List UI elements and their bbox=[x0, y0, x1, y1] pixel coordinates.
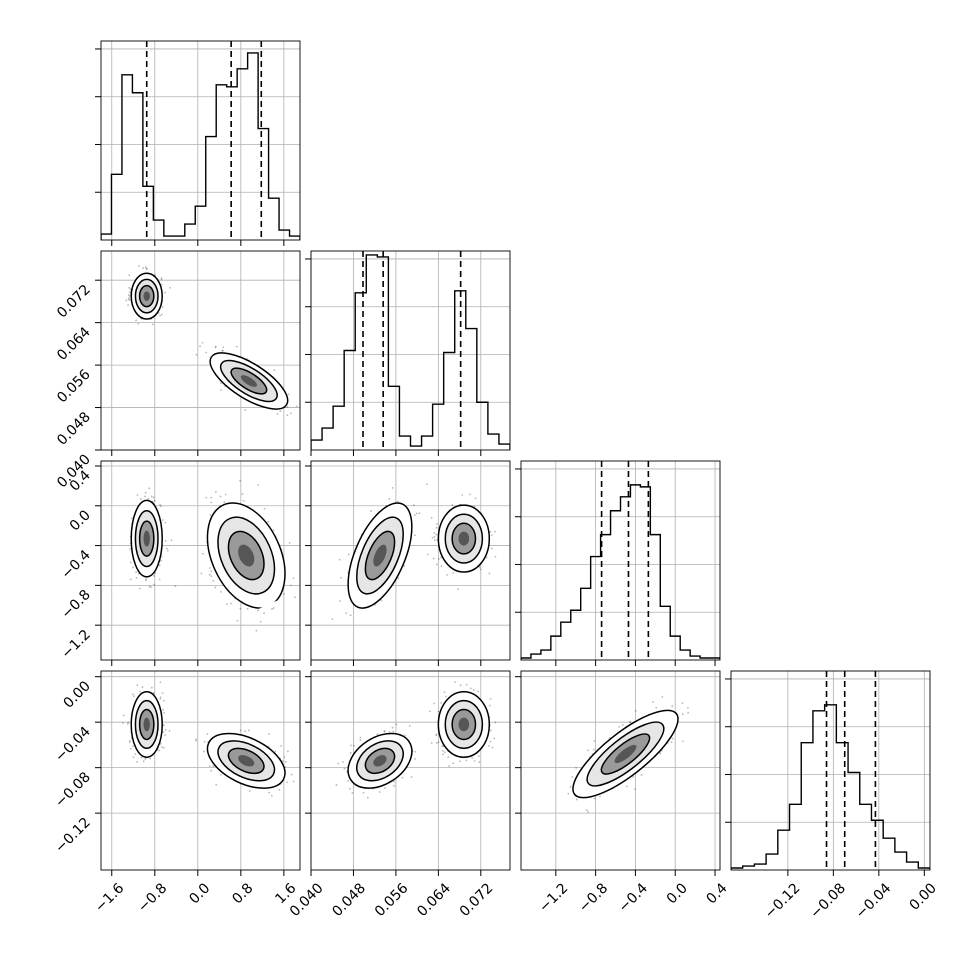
panel-frame-1-0 bbox=[100, 250, 301, 451]
panel-frame-3-3 bbox=[730, 670, 931, 871]
y-tick-label-1-3: 0.064 bbox=[54, 324, 94, 364]
y-tick-label-2-0: −1.2 bbox=[58, 627, 93, 662]
y-tick-label-3-1: −0.08 bbox=[52, 769, 94, 811]
y-tick-label-1-4: 0.072 bbox=[54, 282, 94, 322]
x-tick-label-3-1: −0.08 bbox=[807, 880, 849, 922]
panel-frame-2-0 bbox=[100, 460, 301, 661]
panel-3-3 bbox=[725, 670, 931, 876]
x-tick-label-2-3: 0.0 bbox=[664, 880, 691, 907]
y-tick-label-2-3: 0.0 bbox=[67, 507, 94, 534]
histogram-1 bbox=[311, 254, 510, 450]
x-tick-label-0-3: 0.8 bbox=[229, 880, 256, 907]
y-tick-label-1-1: 0.048 bbox=[54, 409, 94, 449]
histogram-3 bbox=[731, 704, 930, 870]
panel-frame-1-1 bbox=[310, 250, 511, 451]
panel-frame-2-1 bbox=[310, 460, 511, 661]
panel-3-1 bbox=[305, 670, 511, 876]
x-tick-label-3-3: 0.00 bbox=[907, 880, 940, 913]
x-tick-label-2-4: 0.4 bbox=[704, 880, 731, 907]
contour-2-0-0-3 bbox=[143, 530, 150, 547]
x-tick-label-2-2: −0.4 bbox=[616, 880, 651, 915]
y-tick-label-2-2: −0.4 bbox=[58, 547, 93, 582]
panel-frame-0-0 bbox=[100, 40, 301, 241]
panel-3-2 bbox=[515, 670, 721, 876]
contour-3-1-1-3 bbox=[458, 717, 470, 732]
panel-0-0 bbox=[95, 40, 301, 246]
y-tick-label-2-1: −0.8 bbox=[58, 587, 93, 622]
x-tick-label-3-2: −0.04 bbox=[853, 880, 895, 922]
histogram-0 bbox=[101, 52, 300, 240]
panel-3-0 bbox=[95, 670, 301, 876]
x-tick-label-1-2: 0.056 bbox=[372, 880, 412, 920]
x-tick-label-2-0: −1.2 bbox=[536, 880, 571, 915]
y-tick-label-1-2: 0.056 bbox=[54, 367, 94, 407]
x-tick-label-3-0: −0.12 bbox=[762, 880, 804, 922]
contour-3-0-0-3 bbox=[143, 717, 150, 732]
panel-frame-3-0 bbox=[100, 670, 301, 871]
panel-1-1 bbox=[305, 250, 511, 456]
y-tick-label-3-2: −0.04 bbox=[52, 724, 94, 766]
panel-2-1 bbox=[305, 460, 511, 666]
x-tick-label-2-1: −0.8 bbox=[576, 880, 611, 915]
contour-3-1-0-3 bbox=[373, 755, 387, 767]
y-tick-label-3-3: 0.00 bbox=[60, 678, 93, 711]
contour-3-2-0-3 bbox=[614, 744, 637, 764]
panel-2-2 bbox=[515, 460, 721, 666]
panel-frame-3-1 bbox=[310, 670, 511, 871]
x-tick-label-1-4: 0.072 bbox=[457, 880, 497, 920]
x-tick-label-1-1: 0.048 bbox=[329, 880, 369, 920]
x-tick-label-0-1: −0.8 bbox=[135, 880, 170, 915]
contour-1-0-0-3 bbox=[143, 291, 150, 301]
panel-frame-3-2 bbox=[520, 670, 721, 871]
contour-1-0-1-3 bbox=[240, 375, 257, 387]
contour-2-0-1-3 bbox=[238, 544, 255, 567]
x-tick-label-0-2: 0.0 bbox=[186, 880, 213, 907]
x-tick-label-1-3: 0.064 bbox=[414, 880, 454, 920]
x-tick-label-0-0: −1.6 bbox=[92, 880, 127, 915]
contour-2-1-0-3 bbox=[373, 544, 387, 567]
panel-1-0 bbox=[95, 250, 301, 456]
y-tick-label-3-0: −0.12 bbox=[52, 815, 94, 857]
histogram-2 bbox=[521, 484, 720, 660]
contour-2-1-1-3 bbox=[458, 531, 470, 546]
panel-2-0 bbox=[95, 460, 301, 666]
contour-3-0-1-3 bbox=[238, 755, 255, 767]
panel-frame-2-2 bbox=[520, 460, 721, 661]
